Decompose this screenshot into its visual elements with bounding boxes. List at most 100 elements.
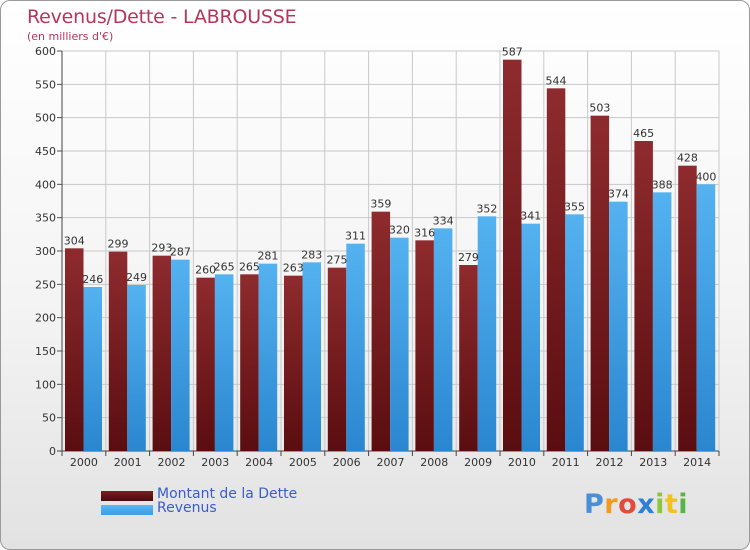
bar-revenus: [609, 201, 628, 451]
bar-debt: [152, 255, 172, 451]
data-label-debt: 465: [633, 127, 654, 140]
bar-revenus: [521, 223, 540, 451]
y-tick-label: 250: [35, 278, 56, 291]
data-label-revenus: 320: [389, 224, 410, 237]
bar-debt: [503, 59, 522, 452]
data-label-debt: 428: [677, 152, 698, 165]
bar-revenus: [83, 287, 102, 451]
data-label-debt: 544: [546, 74, 567, 87]
x-tick-label: 2002: [158, 456, 186, 469]
bar-debt: [327, 267, 347, 451]
data-label-debt: 293: [151, 242, 172, 255]
bar-revenus: [390, 237, 409, 451]
bar-revenus: [258, 263, 278, 451]
x-tick-label: 2006: [333, 456, 361, 469]
y-tick-label: 600: [35, 45, 56, 58]
data-label-revenus: 341: [520, 210, 541, 223]
bar-revenus: [346, 243, 365, 451]
x-tick-label: 2009: [464, 456, 492, 469]
data-label-revenus: 400: [695, 170, 716, 183]
chart-subtitle: (en milliers d'€): [27, 30, 114, 43]
legend-label-debt: Montant de la Dette: [157, 486, 298, 502]
y-tick-label: 100: [35, 378, 56, 391]
data-label-debt: 587: [502, 46, 523, 59]
x-tick-label: 2003: [201, 456, 229, 469]
y-tick-label: 0: [49, 445, 56, 458]
data-label-debt: 279: [458, 251, 479, 264]
bar-debt: [196, 277, 215, 451]
bar-revenus: [652, 192, 672, 452]
legend-label-revenus: Revenus: [157, 500, 217, 516]
bar-debt: [590, 115, 610, 452]
x-tick-label: 2011: [552, 456, 580, 469]
x-tick-label: 2001: [114, 456, 142, 469]
bar-debt: [240, 274, 259, 451]
y-tick-label: 500: [35, 112, 56, 125]
bar-revenus: [214, 274, 234, 451]
data-label-debt: 275: [327, 254, 348, 267]
data-label-debt: 316: [414, 226, 435, 239]
x-tick-label: 2013: [639, 456, 667, 469]
bar-debt: [634, 141, 653, 451]
y-tick-label: 50: [42, 412, 56, 425]
data-label-revenus: 374: [608, 188, 629, 201]
data-label-revenus: 283: [301, 248, 322, 261]
bar-debt: [459, 265, 478, 451]
data-label-revenus: 249: [126, 271, 147, 284]
data-label-revenus: 355: [564, 200, 585, 213]
bar-debt: [678, 165, 697, 451]
data-label-revenus: 334: [433, 214, 454, 227]
bar-revenus: [302, 262, 321, 451]
bars: [65, 59, 716, 452]
data-label-debt: 265: [239, 260, 260, 273]
bar-debt: [284, 275, 303, 451]
x-tick-label: 2008: [420, 456, 448, 469]
bar-debt: [415, 240, 434, 451]
bar-debt: [371, 211, 391, 451]
x-tick-label: 2014: [683, 456, 711, 469]
legend-swatch-debt: [101, 491, 153, 501]
bar-debt: [65, 248, 84, 451]
data-label-revenus: 287: [170, 246, 191, 259]
y-tick-label: 150: [35, 345, 56, 358]
bar-revenus: [565, 214, 584, 451]
bar-debt: [108, 251, 128, 451]
x-tick-label: 2000: [70, 456, 98, 469]
y-tick-label: 450: [35, 145, 56, 158]
y-tick-label: 200: [35, 312, 56, 325]
data-label-debt: 503: [589, 102, 610, 115]
bar-debt: [546, 88, 566, 451]
proxiti-logo: Proxiti: [584, 489, 689, 520]
y-tick-label: 350: [35, 212, 56, 225]
data-label-debt: 260: [195, 264, 216, 277]
bar-revenus: [696, 184, 716, 452]
y-tick-label: 300: [35, 245, 56, 258]
data-label-debt: 299: [108, 238, 129, 251]
x-tick-label: 2012: [596, 456, 624, 469]
x-tick-label: 2010: [508, 456, 536, 469]
bar-revenus: [433, 228, 453, 451]
data-label-revenus: 352: [476, 202, 497, 215]
y-tick-label: 400: [35, 178, 56, 191]
chart-title: Revenus/Dette - LABROUSSE: [27, 6, 297, 28]
data-label-debt: 359: [370, 198, 391, 211]
data-label-debt: 263: [283, 262, 304, 275]
data-label-debt: 304: [64, 234, 85, 247]
bar-revenus: [171, 259, 190, 451]
y-tick-label: 550: [35, 78, 56, 91]
bar-revenus: [477, 216, 497, 451]
data-label-revenus: 265: [214, 260, 235, 273]
x-tick-label: 2005: [289, 456, 317, 469]
data-label-revenus: 281: [257, 250, 278, 263]
data-label-revenus: 246: [82, 273, 103, 286]
data-label-revenus: 311: [345, 230, 366, 243]
axes: 0 50 100 150 200 250 300 350 400 450 500 550 600 2000…: [35, 45, 720, 469]
data-label-revenus: 388: [652, 178, 673, 191]
legend-swatch-revenus: [101, 505, 153, 515]
x-tick-label: 2007: [377, 456, 405, 469]
bar-revenus: [127, 285, 146, 451]
x-tick-label: 2004: [245, 456, 273, 469]
